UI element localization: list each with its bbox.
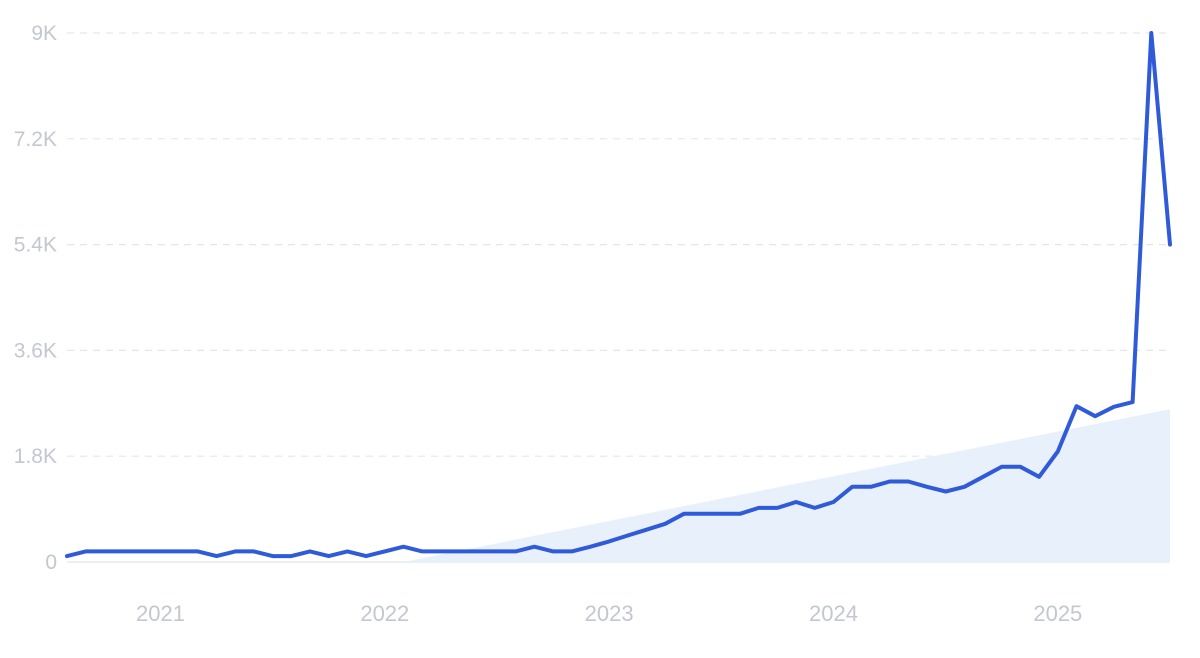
y-tick-label: 3.6K bbox=[14, 339, 57, 362]
x-tick-label: 2024 bbox=[809, 601, 858, 626]
trend-area-layer bbox=[403, 409, 1170, 562]
series-layer bbox=[65, 31, 1172, 559]
x-tick-label: 2021 bbox=[136, 601, 185, 626]
y-tick-label: 1.8K bbox=[14, 445, 57, 468]
series-line bbox=[65, 31, 1172, 559]
x-tick-label: 2022 bbox=[360, 601, 409, 626]
y-tick-label: 7.2K bbox=[14, 128, 57, 151]
trend-area bbox=[403, 409, 1170, 562]
x-tick-label: 2025 bbox=[1033, 601, 1082, 626]
y-tick-label: 9K bbox=[31, 22, 57, 45]
x-axis-ticks: 2021 2022 2023 2024 2025 bbox=[136, 601, 1082, 626]
x-tick-label: 2023 bbox=[585, 601, 634, 626]
y-axis-ticks: 0 1.8K 3.6K 5.4K 7.2K 9K bbox=[14, 22, 57, 574]
y-tick-label: 5.4K bbox=[14, 234, 57, 257]
y-tick-label: 0 bbox=[45, 551, 57, 574]
